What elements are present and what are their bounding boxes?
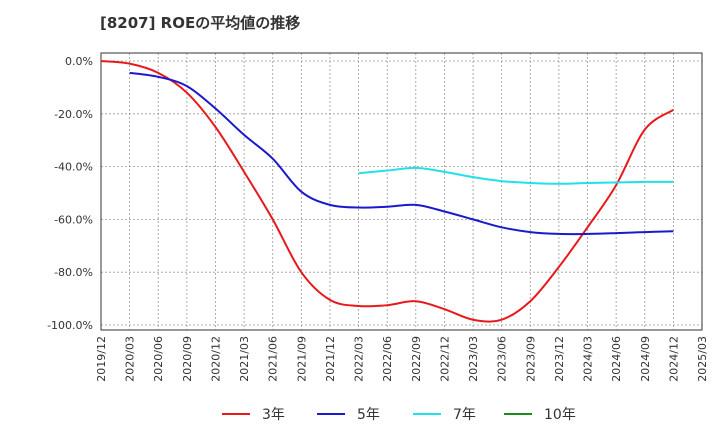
x-tick-label: 2023/09 — [524, 336, 537, 382]
x-tick-label: 2022/03 — [353, 336, 366, 382]
series-line-5年 — [129, 71, 674, 236]
x-tick-label: 2024/12 — [667, 336, 680, 382]
x-tick-label: 2024/06 — [610, 336, 623, 382]
x-tick-label: 2021/03 — [238, 336, 251, 382]
x-tick-label: 2020/03 — [124, 336, 137, 382]
series-line-3年 — [100, 60, 674, 323]
x-tick-label: 2023/03 — [467, 336, 480, 382]
x-tick-label: 2021/06 — [267, 336, 280, 382]
chart-title: [8207] ROEの平均値の推移 — [100, 14, 301, 32]
x-tick-label: 2019/12 — [95, 336, 108, 382]
y-tick-label: 0.0% — [65, 55, 93, 68]
legend-label-5年: 5年 — [357, 407, 380, 423]
series-line-7年 — [358, 166, 674, 185]
y-axis-tick-labels: 0.0% -20.0% -40.0% -60.0% -80.0% -100.0% — [47, 55, 93, 332]
legend-label-10年: 10年 — [544, 407, 576, 423]
x-tick-label: 2021/12 — [324, 336, 337, 382]
x-tick-label: 2024/09 — [639, 336, 652, 382]
x-tick-label: 2023/06 — [496, 336, 509, 382]
x-tick-label: 2020/09 — [181, 336, 194, 382]
x-tick-label: 2025/03 — [696, 336, 709, 382]
legend-label-7年: 7年 — [453, 407, 476, 423]
legend: 3年 5年 7年 10年 — [222, 407, 576, 423]
x-tick-label: 2024/03 — [582, 336, 595, 382]
x-tick-label: 2020/12 — [209, 336, 222, 382]
x-tick-label: 2023/12 — [553, 336, 566, 382]
series-layer — [100, 60, 674, 323]
y-tick-label: -60.0% — [54, 213, 93, 226]
y-tick-label: -40.0% — [54, 161, 93, 174]
plot-frame — [100, 52, 703, 331]
y-tick-label: -80.0% — [54, 266, 93, 279]
x-axis-tick-labels: 2019/12 2020/03 2020/06 2020/09 2020/12 2021/… — [95, 336, 709, 382]
x-tick-label: 2022/12 — [438, 336, 451, 382]
legend-label-3年: 3年 — [262, 407, 285, 423]
x-tick-label: 2021/09 — [295, 336, 308, 382]
y-tick-label: -100.0% — [47, 319, 93, 332]
x-tick-label: 2022/06 — [381, 336, 394, 382]
grid-layer — [101, 53, 702, 330]
y-tick-label: -20.0% — [54, 108, 93, 121]
x-tick-label: 2020/06 — [152, 336, 165, 382]
x-tick-label: 2022/09 — [410, 336, 423, 382]
